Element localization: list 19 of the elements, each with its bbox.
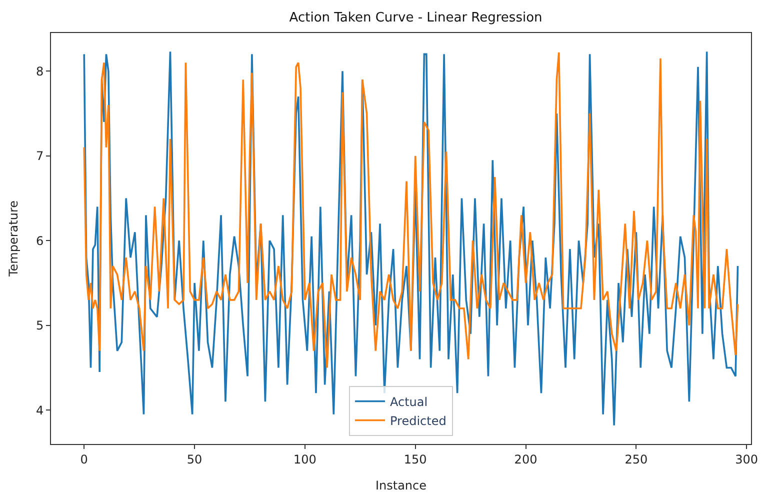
- x-tick-label: 50: [186, 452, 202, 466]
- line-series: [83, 50, 739, 426]
- y-tick-label: 5: [36, 318, 44, 333]
- x-tick-label: 0: [80, 452, 88, 466]
- x-tick-label: 250: [624, 452, 648, 466]
- chart-title: Action Taken Curve - Linear Regression: [289, 10, 542, 26]
- y-tick-label: 8: [36, 64, 44, 78]
- x-tick-label: 300: [735, 452, 758, 466]
- legend-label: Predicted: [390, 414, 446, 428]
- y-tick-label: 6: [36, 234, 44, 248]
- y-tick-label: 7: [36, 149, 44, 164]
- y-axis-title: Temperature: [6, 200, 20, 278]
- x-axis-title: Instance: [375, 478, 427, 492]
- y-tick-label: 4: [36, 403, 44, 418]
- x-tick-label: 200: [514, 452, 538, 466]
- legend-label: Actual: [390, 394, 428, 409]
- x-tick-label: 150: [404, 452, 427, 466]
- line-series: [83, 52, 739, 369]
- x-tick-label: 100: [293, 452, 316, 466]
